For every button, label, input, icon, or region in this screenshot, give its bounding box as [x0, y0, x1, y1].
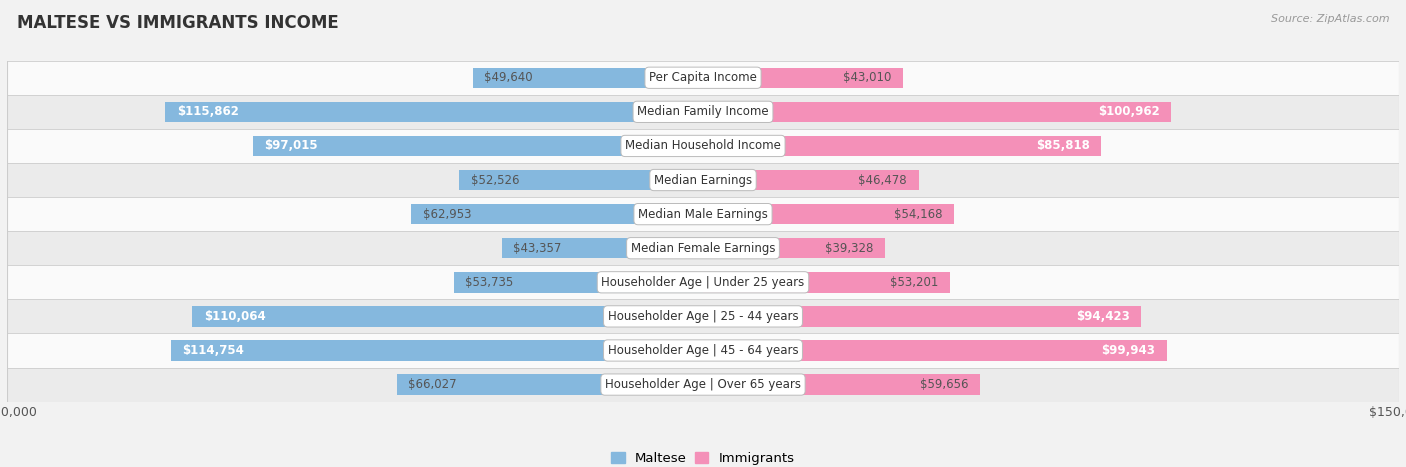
Bar — [703, 170, 918, 190]
Bar — [7, 129, 1399, 163]
Text: $62,953: $62,953 — [423, 208, 471, 220]
Text: $46,478: $46,478 — [859, 174, 907, 186]
Bar — [454, 272, 703, 292]
Bar — [253, 136, 703, 156]
Text: Median Male Earnings: Median Male Earnings — [638, 208, 768, 220]
Text: Median Earnings: Median Earnings — [654, 174, 752, 186]
Bar — [7, 265, 1399, 299]
Text: Householder Age | Under 25 years: Householder Age | Under 25 years — [602, 276, 804, 289]
Text: $115,862: $115,862 — [177, 106, 239, 118]
Bar — [703, 306, 1142, 326]
Bar — [396, 375, 703, 395]
Bar — [703, 204, 955, 224]
Text: $97,015: $97,015 — [264, 140, 318, 152]
Bar — [703, 272, 950, 292]
Bar — [7, 299, 1399, 333]
Text: $110,064: $110,064 — [204, 310, 266, 323]
Bar — [703, 238, 886, 258]
Text: Median Female Earnings: Median Female Earnings — [631, 242, 775, 255]
Bar — [703, 102, 1171, 122]
Text: Householder Age | Over 65 years: Householder Age | Over 65 years — [605, 378, 801, 391]
Text: $53,201: $53,201 — [890, 276, 938, 289]
Bar — [502, 238, 703, 258]
Text: Householder Age | 45 - 64 years: Householder Age | 45 - 64 years — [607, 344, 799, 357]
Legend: Maltese, Immigrants: Maltese, Immigrants — [606, 446, 800, 467]
Bar — [166, 102, 703, 122]
Bar — [7, 368, 1399, 402]
Text: $114,754: $114,754 — [183, 344, 245, 357]
Bar — [703, 68, 903, 88]
Text: $99,943: $99,943 — [1101, 344, 1156, 357]
Bar — [460, 170, 703, 190]
Text: MALTESE VS IMMIGRANTS INCOME: MALTESE VS IMMIGRANTS INCOME — [17, 14, 339, 32]
Text: Source: ZipAtlas.com: Source: ZipAtlas.com — [1271, 14, 1389, 24]
Text: $100,962: $100,962 — [1098, 106, 1160, 118]
Text: $53,735: $53,735 — [465, 276, 513, 289]
Bar — [170, 340, 703, 361]
Text: $39,328: $39,328 — [825, 242, 875, 255]
Text: Householder Age | 25 - 44 years: Householder Age | 25 - 44 years — [607, 310, 799, 323]
Text: $49,640: $49,640 — [484, 71, 533, 84]
Bar — [703, 340, 1167, 361]
Bar — [7, 95, 1399, 129]
Bar — [703, 375, 980, 395]
Text: $43,357: $43,357 — [513, 242, 562, 255]
Bar — [7, 333, 1399, 368]
Text: $52,526: $52,526 — [471, 174, 519, 186]
Text: $59,656: $59,656 — [920, 378, 969, 391]
Bar — [7, 197, 1399, 231]
Text: $66,027: $66,027 — [408, 378, 457, 391]
Bar — [472, 68, 703, 88]
Bar — [7, 61, 1399, 95]
Bar — [7, 231, 1399, 265]
Text: Median Household Income: Median Household Income — [626, 140, 780, 152]
Bar — [703, 136, 1101, 156]
Bar — [7, 163, 1399, 197]
Text: $94,423: $94,423 — [1076, 310, 1129, 323]
Text: $54,168: $54,168 — [894, 208, 943, 220]
Bar — [411, 204, 703, 224]
Text: Per Capita Income: Per Capita Income — [650, 71, 756, 84]
Text: Median Family Income: Median Family Income — [637, 106, 769, 118]
Text: $43,010: $43,010 — [842, 71, 891, 84]
Bar — [193, 306, 703, 326]
Text: $85,818: $85,818 — [1036, 140, 1090, 152]
